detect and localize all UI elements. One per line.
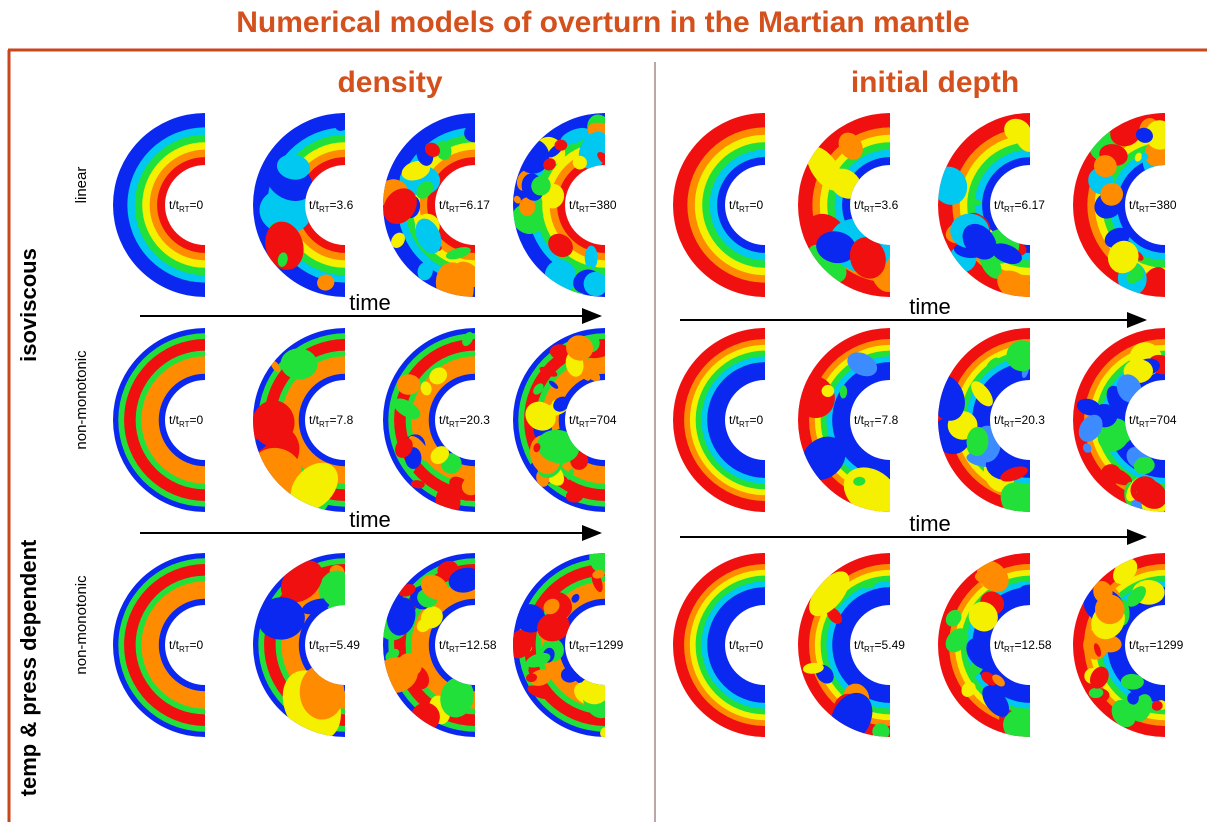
time-label: t/tRT=7.8: [309, 413, 354, 429]
group-label: temp & press dependent: [16, 539, 41, 796]
time-arrow-label: time: [349, 290, 391, 315]
time-value: =1299: [1150, 638, 1184, 652]
time-subscript: RT: [319, 205, 330, 214]
time-value: =0: [750, 198, 764, 212]
time-value: =5.49: [875, 638, 906, 652]
time-label: t/tRT=3.6: [854, 198, 899, 214]
row-label: non-monotonic: [73, 350, 90, 450]
time-label: t/tRT=3.6: [309, 198, 354, 214]
time-value: =380: [590, 198, 617, 212]
time-subscript: RT: [179, 420, 190, 429]
group-label: isoviscous: [16, 248, 41, 362]
time-subscript: RT: [1004, 205, 1015, 214]
time-subscript: RT: [319, 645, 330, 654]
time-label: t/tRT=1299: [569, 638, 624, 654]
time-subscript: RT: [179, 205, 190, 214]
time-label: t/tRT=704: [1129, 413, 1177, 429]
time-subscript: RT: [1139, 645, 1150, 654]
time-arrow-label: time: [909, 511, 951, 536]
time-value: =3.6: [330, 198, 354, 212]
time-label: t/tRT=6.17: [439, 198, 490, 214]
time-subscript: RT: [739, 205, 750, 214]
column-header: density: [337, 66, 442, 99]
time-label: t/tRT=5.49: [854, 638, 905, 654]
plume: [822, 385, 835, 397]
time-label: t/tRT=704: [569, 413, 617, 429]
time-value: =704: [1150, 413, 1177, 427]
time-label: t/tRT=1299: [1129, 638, 1184, 654]
time-arrow-label: time: [349, 507, 391, 532]
time-value: =0: [750, 413, 764, 427]
title: Numerical models of overturn in the Mart…: [236, 6, 969, 39]
row-label: linear: [73, 167, 90, 204]
time-value: =20.3: [1015, 413, 1046, 427]
time-label: t/tRT=20.3: [994, 413, 1045, 429]
time-label: t/tRT=380: [1129, 198, 1177, 214]
time-arrow-label: time: [909, 294, 951, 319]
figure: Numerical models of overturn in the Mart…: [0, 0, 1207, 822]
time-value: =7.8: [875, 413, 899, 427]
column-header: initial depth: [851, 66, 1019, 99]
time-subscript: RT: [579, 645, 590, 654]
time-value: =0: [750, 638, 764, 652]
time-value: =0: [190, 413, 204, 427]
plume: [585, 246, 598, 270]
time-subscript: RT: [449, 205, 460, 214]
time-subscript: RT: [179, 645, 190, 654]
time-value: =1299: [590, 638, 624, 652]
time-subscript: RT: [864, 420, 875, 429]
time-value: =7.8: [330, 413, 354, 427]
time-label: t/tRT=12.58: [994, 638, 1052, 654]
time-label: t/tRT=12.58: [439, 638, 497, 654]
row-label: non-monotonic: [73, 575, 90, 675]
time-subscript: RT: [1139, 420, 1150, 429]
time-label: t/tRT=5.49: [309, 638, 360, 654]
time-value: =6.17: [1015, 198, 1046, 212]
time-subscript: RT: [579, 205, 590, 214]
time-value: =3.6: [875, 198, 899, 212]
time-value: =0: [190, 638, 204, 652]
time-subscript: RT: [449, 645, 460, 654]
time-value: =12.58: [1015, 638, 1052, 652]
time-value: =20.3: [460, 413, 491, 427]
time-subscript: RT: [864, 205, 875, 214]
time-label: t/tRT=7.8: [854, 413, 899, 429]
time-value: =704: [590, 413, 617, 427]
time-subscript: RT: [579, 420, 590, 429]
time-subscript: RT: [739, 645, 750, 654]
time-subscript: RT: [319, 420, 330, 429]
time-value: =0: [190, 198, 204, 212]
time-label: t/tRT=6.17: [994, 198, 1045, 214]
time-value: =12.58: [460, 638, 497, 652]
time-subscript: RT: [864, 645, 875, 654]
time-subscript: RT: [739, 420, 750, 429]
time-subscript: RT: [1004, 420, 1015, 429]
time-subscript: RT: [1004, 645, 1015, 654]
time-subscript: RT: [449, 420, 460, 429]
time-subscript: RT: [1139, 205, 1150, 214]
time-label: t/tRT=20.3: [439, 413, 490, 429]
time-label: t/tRT=380: [569, 198, 617, 214]
time-value: =380: [1150, 198, 1177, 212]
time-value: =5.49: [330, 638, 361, 652]
time-value: =6.17: [460, 198, 491, 212]
